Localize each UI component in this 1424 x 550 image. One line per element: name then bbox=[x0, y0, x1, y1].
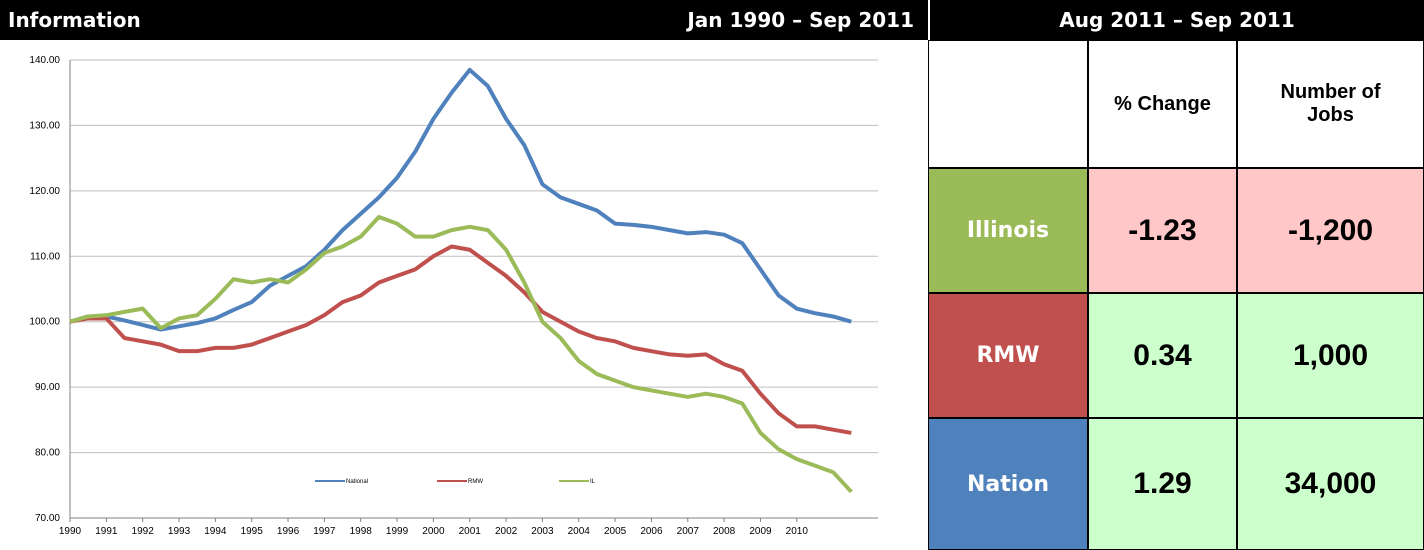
y-tick-label: 70.00 bbox=[35, 513, 60, 524]
row-label: Illinois bbox=[928, 168, 1088, 293]
x-tick-label: 2010 bbox=[786, 526, 809, 537]
x-tick-label: 2006 bbox=[640, 526, 663, 537]
y-tick-label: 140.00 bbox=[29, 55, 60, 66]
row-label: Nation bbox=[928, 418, 1088, 550]
x-tick-label: 1991 bbox=[95, 526, 118, 537]
chart-period: Jan 1990 – Sep 2011 bbox=[687, 8, 914, 32]
x-tick-label: 1990 bbox=[59, 526, 82, 537]
x-tick-label: 1998 bbox=[350, 526, 373, 537]
chart-header: Information Jan 1990 – Sep 2011 bbox=[0, 0, 928, 40]
x-tick-label: 2003 bbox=[531, 526, 554, 537]
x-tick-label: 1993 bbox=[168, 526, 191, 537]
x-tick-label: 2009 bbox=[749, 526, 772, 537]
x-tick-label: 2007 bbox=[677, 526, 700, 537]
y-tick-label: 90.00 bbox=[35, 382, 60, 393]
x-tick-label: 1999 bbox=[386, 526, 409, 537]
chart: 70.00 80.00 90.00 100.00 110.00 120.00 130.00 1… bbox=[29, 55, 878, 537]
value-cell: 0.34 bbox=[1088, 293, 1237, 418]
row-label: RMW bbox=[928, 293, 1088, 418]
y-tick-label: 120.00 bbox=[29, 186, 60, 197]
y-tick-label: 110.00 bbox=[30, 251, 60, 262]
x-tick-label: 2000 bbox=[422, 526, 445, 537]
value-cell: -1,200 bbox=[1237, 168, 1424, 293]
value-cell: 1,000 bbox=[1237, 293, 1424, 418]
y-tick-label: 100.00 bbox=[29, 317, 60, 328]
column-header: % Change bbox=[1088, 40, 1237, 168]
legend-label: RMW bbox=[468, 479, 483, 485]
x-tick-label: 1997 bbox=[313, 526, 336, 537]
x-tick-label: 1995 bbox=[241, 526, 264, 537]
series-line bbox=[69, 67, 852, 332]
chart-title: Information bbox=[8, 8, 141, 32]
corner-cell bbox=[928, 40, 1088, 168]
x-tick-label: 1994 bbox=[204, 526, 227, 537]
y-tick-label: 130.00 bbox=[29, 120, 60, 131]
legend-label: National bbox=[346, 479, 368, 485]
x-tick-label: 2004 bbox=[568, 526, 591, 537]
column-header: Number of Jobs bbox=[1237, 40, 1424, 168]
x-tick-label: 2001 bbox=[459, 526, 482, 537]
x-tick-label: 2005 bbox=[604, 526, 627, 537]
y-tick-label: 80.00 bbox=[35, 448, 60, 459]
table-title: Aug 2011 – Sep 2011 bbox=[928, 0, 1424, 40]
x-tick-label: 1992 bbox=[132, 526, 155, 537]
x-tick-label: 2002 bbox=[495, 526, 518, 537]
series-line bbox=[69, 244, 852, 435]
x-tick-label: 1996 bbox=[277, 526, 300, 537]
value-cell: 1.29 bbox=[1088, 418, 1237, 550]
value-cell: 34,000 bbox=[1237, 418, 1424, 550]
x-tick-label: 2008 bbox=[713, 526, 736, 537]
legend-label: IL bbox=[590, 479, 596, 485]
value-cell: -1.23 bbox=[1088, 168, 1237, 293]
series-line bbox=[69, 215, 853, 494]
